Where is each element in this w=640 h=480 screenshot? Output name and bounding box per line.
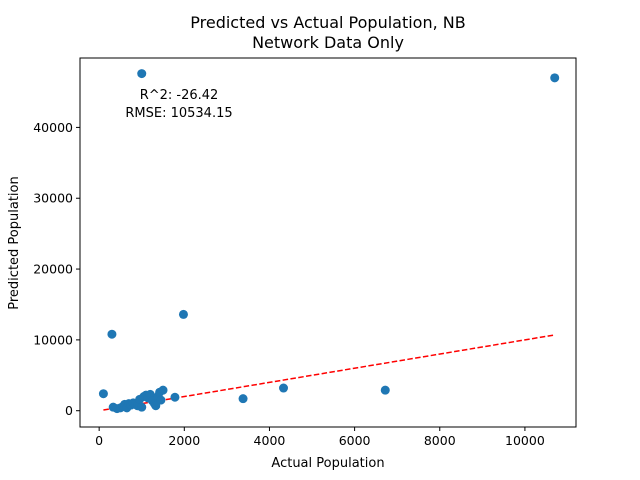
data-point xyxy=(279,383,289,393)
data-point xyxy=(238,394,248,404)
data-point xyxy=(170,392,180,402)
data-point xyxy=(137,69,147,79)
chart-title-line-2: Network Data Only xyxy=(252,33,404,52)
y-tick-label: 30000 xyxy=(33,191,73,206)
x-tick-label: 8000 xyxy=(424,433,456,448)
data-point xyxy=(178,309,188,319)
data-points xyxy=(98,69,560,414)
rmse-annotation: RMSE: 10534.15 xyxy=(125,106,232,121)
data-point xyxy=(158,385,168,395)
data-point xyxy=(137,402,147,412)
x-axis-label: Actual Population xyxy=(271,456,384,471)
x-tick-label: 2000 xyxy=(168,433,200,448)
data-point xyxy=(107,329,117,339)
annotations: R^2: -26.42 RMSE: 10534.15 xyxy=(125,88,232,121)
y-tick-label: 40000 xyxy=(33,120,73,135)
y-axis-ticks: 0 10000 20000 30000 40000 xyxy=(33,120,80,418)
data-point xyxy=(550,73,560,83)
y-axis-label: Predicted Population xyxy=(7,176,22,309)
x-tick-label: 6000 xyxy=(339,433,371,448)
chart-title-line-1: Predicted vs Actual Population, NB xyxy=(190,13,465,32)
y-tick-label: 10000 xyxy=(33,332,73,347)
data-point xyxy=(98,389,108,399)
x-axis-ticks: 0 2000 4000 6000 8000 10000 xyxy=(95,427,545,448)
plot-area-frame xyxy=(79,57,577,428)
data-point xyxy=(156,395,166,405)
data-point xyxy=(380,385,390,395)
x-tick-label: 10000 xyxy=(505,433,545,448)
y-tick-label: 0 xyxy=(65,403,73,418)
y-tick-label: 20000 xyxy=(33,262,73,277)
x-tick-label: 4000 xyxy=(254,433,286,448)
r-squared-annotation: R^2: -26.42 xyxy=(140,88,219,103)
x-tick-label: 0 xyxy=(95,433,103,448)
chart-title: Predicted vs Actual Population, NBNetwor… xyxy=(190,13,465,52)
